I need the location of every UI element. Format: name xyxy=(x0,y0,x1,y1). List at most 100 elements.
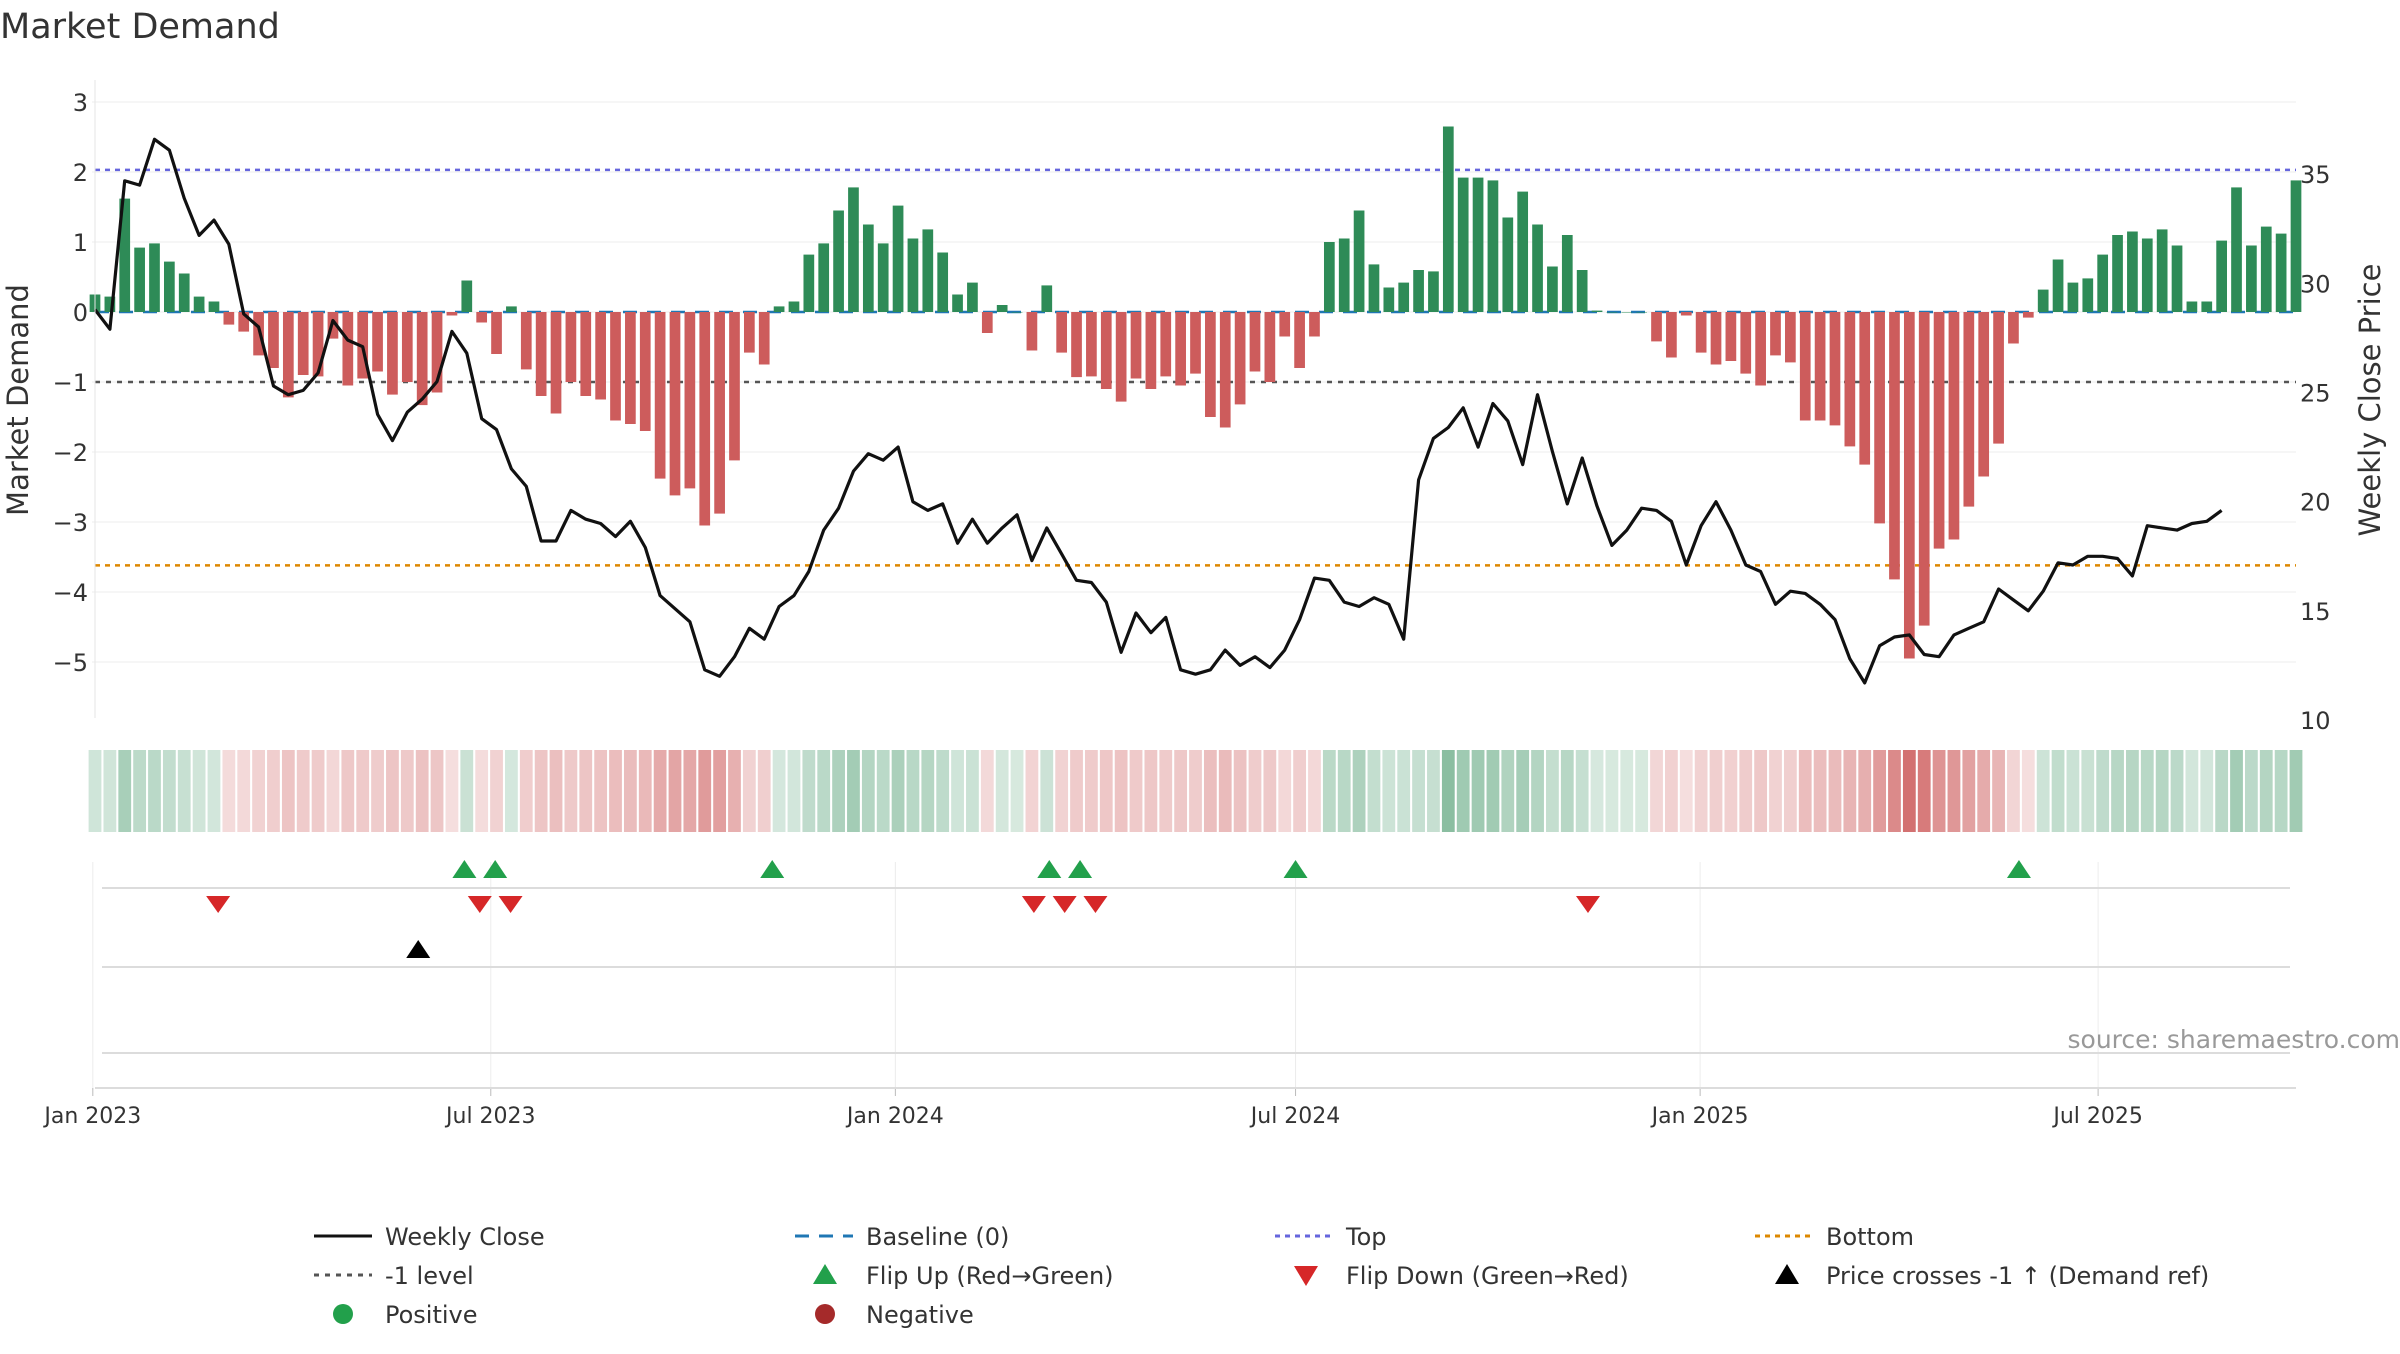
demand-bar xyxy=(937,253,948,313)
heat-cell xyxy=(2037,750,2050,832)
demand-bar xyxy=(1071,312,1082,377)
flip-down-marker xyxy=(1053,896,1077,913)
demand-bar xyxy=(1235,312,1246,404)
legend-flip-down: Flip Down (Green→Red) xyxy=(1346,1262,1629,1290)
demand-bar xyxy=(194,297,205,312)
heat-cell xyxy=(788,750,801,832)
flip-up-marker xyxy=(452,860,476,878)
demand-bar xyxy=(2082,278,2093,312)
demand-bar xyxy=(253,312,264,355)
heat-cell xyxy=(1323,750,1336,832)
heat-cell xyxy=(118,750,131,832)
heat-cell xyxy=(996,750,1009,832)
demand-bar xyxy=(1354,211,1365,313)
heat-cell xyxy=(1665,750,1678,832)
demand-bar xyxy=(997,305,1008,312)
heat-cell xyxy=(1829,750,1842,832)
flip-down-marker xyxy=(1083,896,1107,913)
demand-bar xyxy=(922,229,933,312)
heat-cell xyxy=(2052,750,2065,832)
demand-bar xyxy=(283,312,294,397)
demand-bar xyxy=(1443,127,1454,313)
heat-cell xyxy=(297,750,310,832)
heat-cell xyxy=(1918,750,1931,832)
heat-cell xyxy=(951,750,964,832)
heat-cell xyxy=(1457,750,1470,832)
heat-cell xyxy=(1100,750,1113,832)
demand-bar xyxy=(1904,312,1915,659)
heat-cell xyxy=(1769,750,1782,832)
heat-cell xyxy=(1293,750,1306,832)
demand-bar xyxy=(1041,285,1052,312)
flip-down-marker xyxy=(468,896,492,913)
demand-bar xyxy=(982,312,993,333)
heat-cell xyxy=(1070,750,1083,832)
demand-bar xyxy=(1517,192,1528,312)
heat-cell xyxy=(1873,750,1886,832)
demand-bar xyxy=(610,312,621,421)
demand-bar xyxy=(2216,241,2227,312)
demand-bar xyxy=(1502,218,1513,313)
heat-cell xyxy=(371,750,384,832)
demand-bar xyxy=(298,312,309,375)
demand-bar xyxy=(1428,271,1439,312)
demand-bar xyxy=(2276,234,2287,312)
y-tick-label: 2 xyxy=(73,159,88,187)
legend-bottom: Bottom xyxy=(1826,1223,1914,1251)
demand-bar xyxy=(1160,312,1171,376)
demand-bar xyxy=(2023,312,2034,318)
demand-bar xyxy=(372,312,383,372)
heat-cell xyxy=(2275,750,2288,832)
legend-flip-up-swatch xyxy=(813,1264,837,1284)
heat-cell xyxy=(148,750,161,832)
weekly-close-series xyxy=(95,139,2222,683)
demand-bar xyxy=(1532,225,1543,313)
heat-cell xyxy=(386,750,399,832)
heat-cell xyxy=(282,750,295,832)
heat-cell xyxy=(1472,750,1485,832)
heat-cell xyxy=(802,750,815,832)
demand-bar xyxy=(1458,178,1469,312)
heat-cell xyxy=(2171,750,2184,832)
demand-bar xyxy=(1562,235,1573,312)
chart-title: Market Demand xyxy=(0,7,280,47)
heat-cell xyxy=(1115,750,1128,832)
y2-tick-label: 10 xyxy=(2300,707,2331,735)
heat-cell xyxy=(1799,750,1812,832)
heat-cell xyxy=(654,750,667,832)
heat-cell xyxy=(1278,750,1291,832)
demand-bar xyxy=(714,312,725,514)
heat-cell xyxy=(1933,750,1946,832)
demand-bar xyxy=(863,225,874,313)
x-tick-label: Jul 2025 xyxy=(2051,1104,2143,1129)
demand-bar xyxy=(1978,312,1989,477)
demand-bar xyxy=(1369,264,1380,312)
heat-cell xyxy=(1397,750,1410,832)
demand-bar xyxy=(1056,312,1067,353)
heat-cell xyxy=(1784,750,1797,832)
heat-cell xyxy=(490,750,503,832)
heat-cell xyxy=(1159,750,1172,832)
heat-cell xyxy=(356,750,369,832)
demand-bar xyxy=(1963,312,1974,507)
x-tick-label: Jan 2024 xyxy=(845,1104,944,1129)
demand-bar xyxy=(1131,312,1142,379)
heat-cell xyxy=(1263,750,1276,832)
heat-cell xyxy=(862,750,875,832)
grid-layer xyxy=(92,102,2296,1090)
demand-bar xyxy=(149,243,160,312)
demand-bar xyxy=(1294,312,1305,368)
y2-axis-label: Weekly Close Price xyxy=(2353,264,2387,537)
heat-cell xyxy=(222,750,235,832)
demand-bar xyxy=(551,312,562,414)
y2-tick-label: 25 xyxy=(2300,380,2331,408)
heat-cell xyxy=(594,750,607,832)
demand-heat-strip xyxy=(89,750,2303,832)
demand-bar xyxy=(759,312,770,365)
legend-positive: Positive xyxy=(385,1301,478,1329)
demand-bar xyxy=(313,312,324,376)
heat-cell xyxy=(1962,750,1975,832)
demand-bar xyxy=(1681,312,1692,316)
